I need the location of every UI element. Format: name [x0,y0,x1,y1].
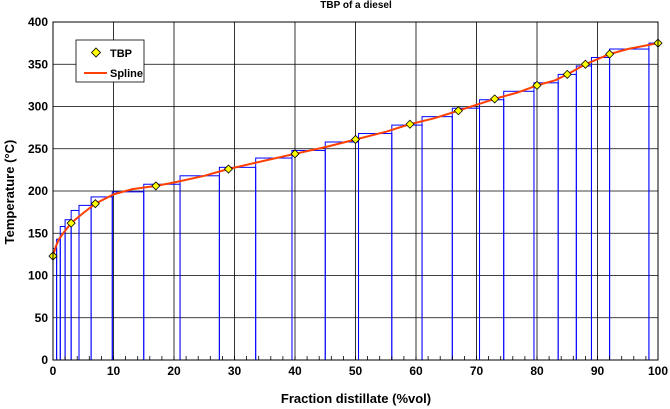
x-tick-label: 20 [167,364,181,378]
pseudo-component-box [255,157,293,361]
y-tick-label: 0 [41,353,48,367]
legend-tbp-marker-icon [90,47,102,58]
pseudo-component-box [324,141,360,361]
pseudo-component-box [218,166,257,361]
pseudo-component-box [421,116,453,361]
x-axis-title: Fraction distillate (%vol) [281,391,431,406]
legend-label-tbp: TBP [110,48,132,60]
pseudo-component-box [56,238,61,361]
tbp-data-point [90,199,100,209]
pseudo-component-box [391,124,423,361]
chart-title: TBP of a diesel [320,0,392,11]
y-tick-label: 350 [28,57,48,71]
tbp-data-point [532,80,542,90]
legend: TBP Spline [75,39,145,83]
pseudo-component-box [451,107,481,361]
x-tick-label: 70 [470,364,484,378]
tbp-data-point [66,218,76,228]
pseudo-component-box [291,149,326,361]
pseudo-component-box [609,48,650,361]
pseudo-component-box [52,247,58,361]
pseudo-component-box [575,65,592,361]
pseudo-component-box [503,90,535,361]
tbp-data-point [562,69,572,79]
tbp-data-point [580,59,590,69]
pseudo-component-box [479,99,505,361]
x-tick-label: 30 [228,364,242,378]
pseudo-component-box [590,56,611,361]
x-tick-label: 40 [288,364,302,378]
tbp-data-point [490,94,500,104]
x-tick-label: 80 [530,364,544,378]
tbp-data-point [453,106,463,116]
tbp-data-point [405,119,415,129]
spline-line [52,42,659,257]
x-tick-label: 0 [50,364,57,378]
pseudo-component-box [179,175,220,361]
y-tick-label: 100 [28,269,48,283]
y-tick-label: 50 [35,311,49,325]
pseudo-component-box [557,73,577,361]
y-tick-label: 250 [28,142,48,156]
pseudo-component-box [648,42,659,361]
x-tick-label: 60 [409,364,423,378]
legend-box [75,39,145,83]
legend-item-spline: Spline [84,68,143,80]
y-tick-label: 200 [28,184,48,198]
y-axis-title: Temperature (°C) [2,140,17,245]
y-tick-label: 150 [28,226,48,240]
tbp-series [48,38,663,261]
pseudo-component-box [59,225,66,361]
tbp-data-point [290,149,300,159]
tbp-data-point [350,134,361,145]
pseudo-component-box [533,82,559,361]
x-tick-label: 10 [107,364,121,378]
pseudo-component-box [358,133,393,361]
x-tick-label: 100 [648,364,668,378]
legend-item-tbp: TBP [90,47,132,60]
x-tick-label: 50 [349,364,363,378]
pseudo-component-box [90,196,113,361]
spline-series [52,42,659,257]
x-tick-label: 90 [591,364,605,378]
pseudo-component-box [143,183,181,361]
pseudo-component-box [78,204,92,361]
tbp-data-point [151,181,161,191]
axes: 0 10 20 30 40 50 60 70 80 90 100 0 50 100 150 200 250 300… [28,15,668,378]
tbp-data-point [223,164,234,174]
legend-label-spline: Spline [110,68,143,80]
tbp-data-point [605,49,615,59]
y-tick-label: 300 [28,100,48,114]
pseudo-component-box [64,219,72,361]
pseudo-component-box [111,191,145,361]
y-tick-label: 400 [28,15,48,29]
